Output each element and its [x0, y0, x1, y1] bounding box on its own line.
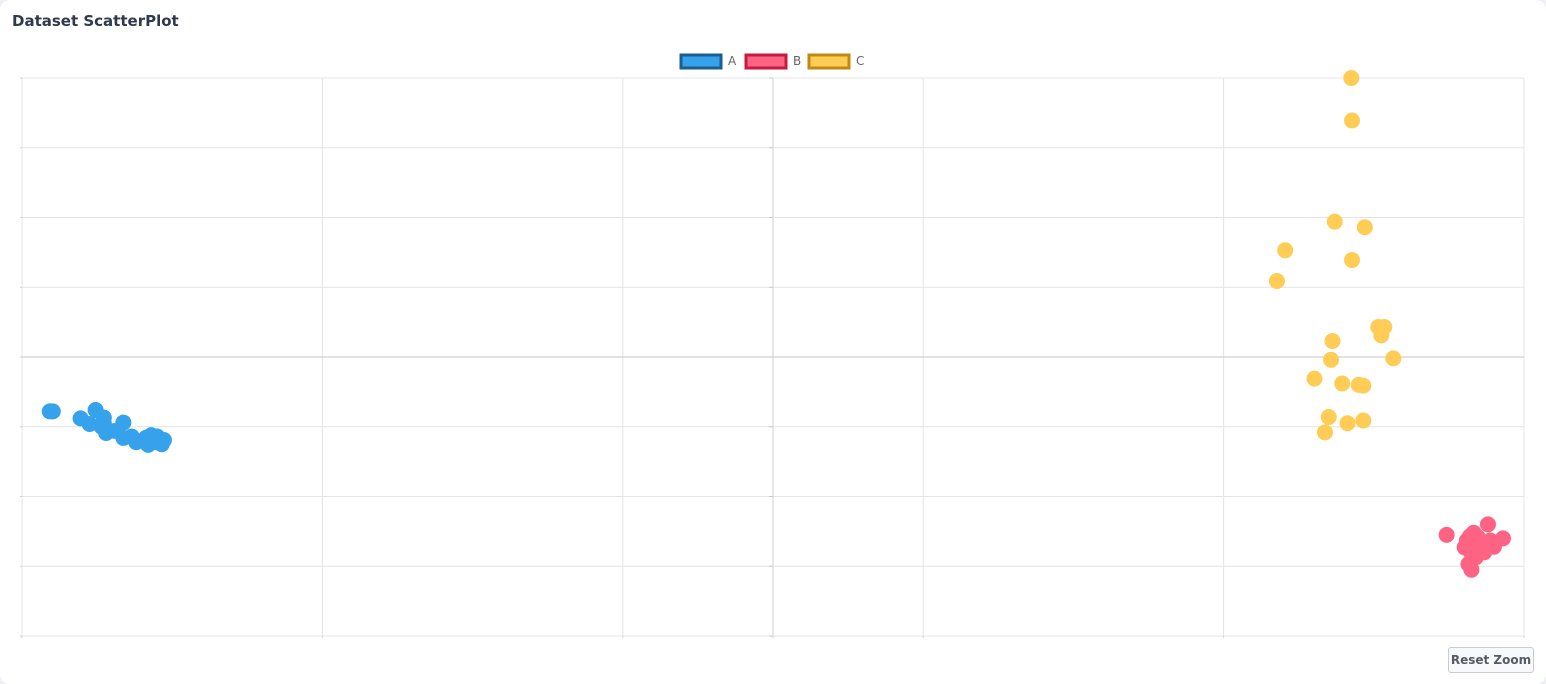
legend-label-b: B	[793, 54, 801, 68]
point-c	[1344, 112, 1361, 129]
point-c	[1322, 351, 1339, 368]
point-b	[1479, 516, 1496, 533]
point-c	[1268, 272, 1285, 289]
chart-points	[41, 70, 1511, 578]
point-c	[1339, 415, 1356, 432]
point-c	[1306, 370, 1323, 387]
point-c	[1355, 412, 1372, 429]
point-c	[1277, 242, 1294, 259]
point-c	[1373, 327, 1390, 344]
point-a	[95, 409, 112, 426]
point-c	[1344, 252, 1361, 269]
point-b	[1494, 530, 1511, 547]
point-c	[1326, 213, 1343, 230]
point-c	[1320, 408, 1337, 425]
point-b	[1463, 561, 1480, 578]
point-b	[1466, 533, 1483, 550]
point-c	[1356, 219, 1373, 236]
legend-swatch-c	[807, 53, 851, 70]
card-title: Dataset ScatterPlot	[12, 12, 179, 30]
point-c	[1334, 375, 1351, 392]
chart-grid	[20, 77, 1525, 638]
legend-swatch-a	[679, 53, 723, 70]
point-c	[1324, 332, 1341, 349]
point-b	[1438, 526, 1455, 543]
reset-zoom-button[interactable]: Reset Zoom	[1448, 647, 1534, 673]
scatter-chart[interactable]: A B C	[0, 0, 1546, 640]
chart-legend: A B C	[679, 53, 864, 70]
point-a	[44, 403, 61, 420]
point-c	[1385, 350, 1402, 367]
point-c	[1343, 70, 1360, 86]
point-a	[115, 414, 132, 431]
point-a	[123, 428, 140, 445]
legend-label-a: A	[728, 54, 737, 68]
legend-swatch-b	[744, 53, 788, 70]
point-c	[1316, 424, 1333, 441]
point-c	[1355, 377, 1372, 394]
legend-label-c: C	[856, 54, 864, 68]
point-a	[146, 434, 163, 451]
point-a	[81, 415, 98, 432]
